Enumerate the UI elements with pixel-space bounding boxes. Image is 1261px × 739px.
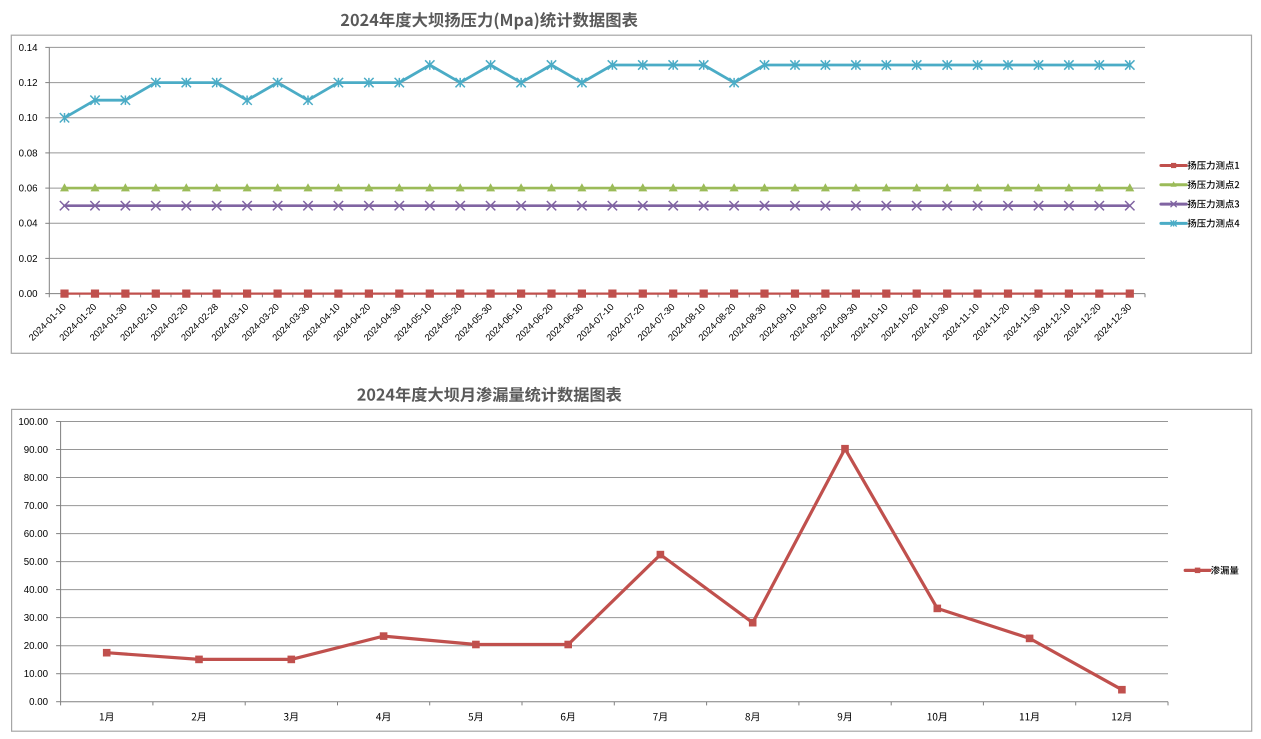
svg-text:30.00: 30.00 <box>24 613 49 624</box>
svg-text:0.06: 0.06 <box>19 184 38 195</box>
svg-text:0.02: 0.02 <box>19 254 38 265</box>
svg-text:20.00: 20.00 <box>24 641 49 652</box>
svg-text:0.10: 0.10 <box>19 113 38 124</box>
svg-text:50.00: 50.00 <box>24 557 49 568</box>
svg-text:60.00: 60.00 <box>24 529 49 540</box>
svg-text:0.00: 0.00 <box>29 697 48 708</box>
svg-text:0.12: 0.12 <box>19 78 38 89</box>
svg-text:0.14: 0.14 <box>19 43 38 54</box>
svg-text:100.00: 100.00 <box>18 417 48 428</box>
svg-text:90.00: 90.00 <box>24 445 49 456</box>
svg-text:0.00: 0.00 <box>19 289 38 300</box>
svg-text:80.00: 80.00 <box>24 473 49 484</box>
svg-text:40.00: 40.00 <box>24 585 49 596</box>
svg-text:70.00: 70.00 <box>24 501 49 512</box>
svg-text:0.04: 0.04 <box>19 219 38 230</box>
svg-text:10.00: 10.00 <box>24 669 49 680</box>
svg-text:0.08: 0.08 <box>19 148 38 159</box>
